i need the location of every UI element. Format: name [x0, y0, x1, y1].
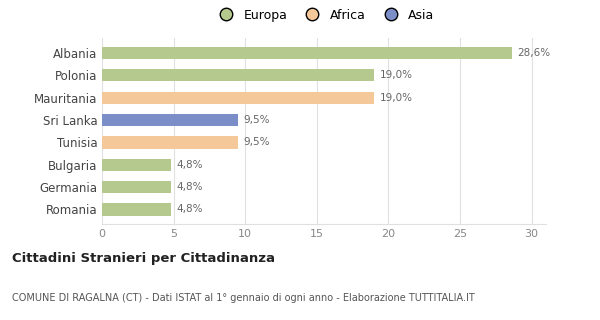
Text: 19,0%: 19,0% — [380, 70, 413, 80]
Text: 4,8%: 4,8% — [176, 160, 203, 170]
Bar — [102, 159, 171, 171]
Text: Cittadini Stranieri per Cittadinanza: Cittadini Stranieri per Cittadinanza — [12, 252, 275, 265]
Text: 19,0%: 19,0% — [380, 93, 413, 103]
Bar — [102, 47, 512, 59]
Legend: Europa, Africa, Asia: Europa, Africa, Asia — [209, 4, 439, 27]
Text: COMUNE DI RAGALNA (CT) - Dati ISTAT al 1° gennaio di ogni anno - Elaborazione TU: COMUNE DI RAGALNA (CT) - Dati ISTAT al 1… — [12, 293, 475, 303]
Text: 4,8%: 4,8% — [176, 204, 203, 214]
Bar — [102, 92, 374, 104]
Text: 9,5%: 9,5% — [244, 137, 270, 148]
Bar — [102, 136, 238, 148]
Text: 28,6%: 28,6% — [517, 48, 550, 58]
Bar — [102, 203, 171, 216]
Bar — [102, 69, 374, 82]
Bar — [102, 114, 238, 126]
Bar — [102, 181, 171, 193]
Text: 4,8%: 4,8% — [176, 182, 203, 192]
Text: 9,5%: 9,5% — [244, 115, 270, 125]
